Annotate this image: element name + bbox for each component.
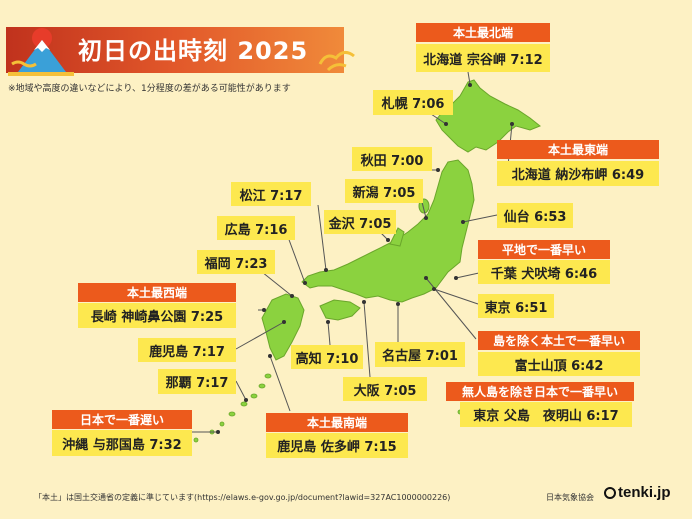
- city-label-tokyo: 東京 6:51: [478, 294, 554, 318]
- brand-logo-text: tenki.jp: [618, 484, 671, 501]
- kyushu-landmass: [261, 293, 305, 361]
- city-label-niigata: 新潟 7:05: [345, 179, 423, 203]
- city-label-sapporo: 札幌 7:06: [373, 90, 453, 115]
- city-label-osaka: 大阪 7:05: [343, 377, 427, 401]
- latest-header: 日本で一番遅い: [52, 410, 192, 429]
- latest-label: 沖縄 与那国島 7:32: [52, 430, 192, 456]
- fuji-header: 島を除く本土で一番早い: [478, 331, 640, 350]
- city-label-naha: 那覇 7:17: [158, 369, 236, 394]
- honshu-landmass: [301, 159, 475, 303]
- flat-label: 千葉 犬吠埼 6:46: [478, 260, 610, 284]
- west-label: 長崎 神崎鼻公園 7:25: [78, 303, 236, 328]
- island-header: 無人島を除き日本で一番早い: [446, 382, 634, 401]
- city-label-matsue: 松江 7:17: [231, 182, 311, 206]
- flat-header: 平地で一番早い: [478, 240, 610, 259]
- north-label: 北海道 宗谷岬 7:12: [416, 44, 550, 72]
- tenki-logo-icon: [604, 487, 616, 499]
- city-label-akita: 秋田 7:00: [352, 147, 432, 171]
- cloud-swirl-icon: [318, 51, 355, 72]
- footer-note: 「本土」は国土交通省の定義に準じています(https://elaws.e-gov…: [34, 493, 451, 502]
- city-label-kochi: 高知 7:10: [291, 345, 363, 369]
- city-label-kagoshima: 鹿児島 7:17: [138, 338, 236, 362]
- city-label-sendai: 仙台 6:53: [497, 203, 573, 228]
- east-header: 本土最東端: [497, 140, 659, 159]
- city-label-hiroshima: 広島 7:16: [217, 216, 295, 240]
- city-label-fukuoka: 福岡 7:23: [197, 250, 275, 274]
- fuji-label: 富士山頂 6:42: [478, 352, 640, 376]
- south-label: 鹿児島 佐多岬 7:15: [266, 433, 408, 458]
- page-title: 初日の出時刻 2025: [78, 37, 309, 65]
- title-banner: [6, 27, 344, 73]
- sunrise-mountain-icon: [8, 28, 74, 76]
- island-label: 東京 父島 夜明山 6:17: [460, 402, 632, 427]
- west-header: 本土最西端: [78, 283, 236, 302]
- north-header: 本土最北端: [416, 23, 550, 42]
- shikoku-landmass: [319, 299, 361, 321]
- east-label: 北海道 納沙布岬 6:49: [497, 161, 659, 186]
- disclaimer-note: ※地域や高度の違いなどにより、1分程度の差がある可能性があります: [8, 84, 291, 94]
- south-header: 本土最南端: [266, 413, 408, 432]
- city-label-nagoya: 名古屋 7:01: [375, 342, 465, 367]
- credit-text: 日本気象協会: [546, 493, 594, 502]
- city-label-kanazawa: 金沢 7:05: [324, 210, 396, 234]
